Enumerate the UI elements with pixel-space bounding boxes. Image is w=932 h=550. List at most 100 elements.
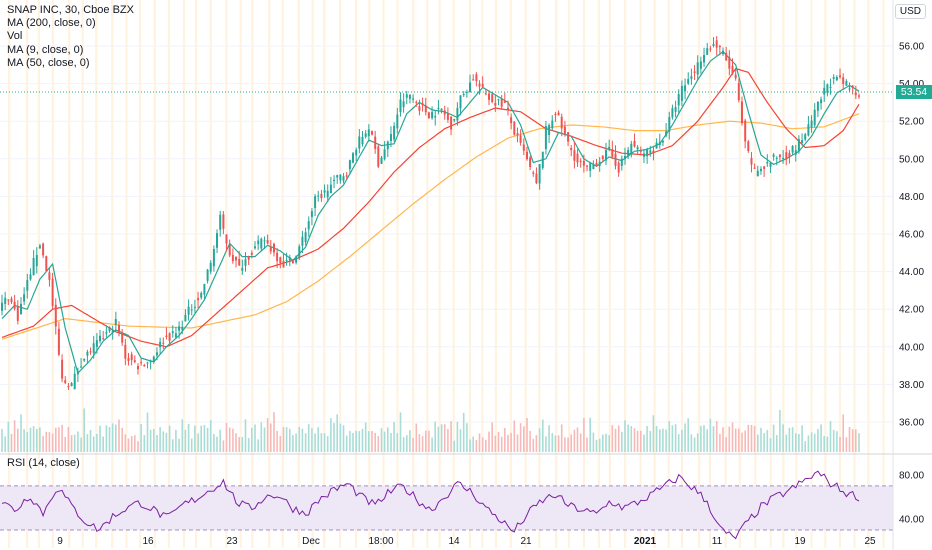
candle-body xyxy=(459,95,462,109)
candle-body xyxy=(348,160,351,170)
volume-bar xyxy=(848,427,851,452)
session-stripe xyxy=(708,0,712,548)
candle-body xyxy=(162,342,165,344)
volume-bar xyxy=(418,434,421,452)
candle-body xyxy=(16,306,19,321)
candle-body xyxy=(374,136,377,149)
candle-body xyxy=(544,126,547,150)
volume-bar xyxy=(235,433,237,452)
legend-ma200[interactable]: MA (200, close, 0) xyxy=(7,17,96,30)
session-stripe xyxy=(738,0,741,548)
candle-body xyxy=(617,162,620,173)
candle-body xyxy=(352,153,354,163)
volume-bar xyxy=(428,430,430,452)
session-stripe xyxy=(698,0,701,548)
candle-body xyxy=(772,154,775,157)
candle-body xyxy=(260,238,263,249)
candle-body xyxy=(722,50,724,55)
candle-body xyxy=(45,256,48,271)
candle-body xyxy=(813,109,816,126)
candle-body xyxy=(734,74,737,79)
volume-bar xyxy=(564,437,566,452)
volume-bar xyxy=(595,439,598,452)
volume-bar xyxy=(662,428,664,452)
volume-bar xyxy=(10,433,13,452)
legend-ma50[interactable]: MA (50, close, 0) xyxy=(7,56,90,69)
session-stripe xyxy=(597,0,600,548)
price-tick-label: 36.00 xyxy=(899,418,924,429)
volume-bar xyxy=(4,436,6,452)
time-tick-label: 25 xyxy=(864,536,876,547)
session-stripe xyxy=(396,0,399,548)
candle-body xyxy=(159,341,162,348)
price-tick-label: 52.00 xyxy=(899,117,924,128)
volume-bar xyxy=(785,434,788,452)
legend-volume[interactable]: Vol xyxy=(7,30,23,43)
volume-bar xyxy=(425,430,427,452)
session-stripe xyxy=(538,0,541,548)
currency-button[interactable]: USD xyxy=(894,4,926,19)
volume-bar xyxy=(858,433,860,452)
ma50-path xyxy=(1,67,860,348)
candle-body xyxy=(203,284,206,295)
volume-bar xyxy=(510,432,512,452)
candle-body xyxy=(481,83,484,87)
candle-body xyxy=(285,260,288,262)
candle-body xyxy=(320,193,323,199)
volume-bar xyxy=(99,425,101,452)
candle-body xyxy=(484,93,487,95)
candle-body xyxy=(291,260,294,264)
candle-body xyxy=(848,88,851,90)
candle-body xyxy=(775,157,778,159)
volume-bar xyxy=(330,418,332,452)
volume-bar xyxy=(538,428,541,452)
volume-bar xyxy=(504,428,506,452)
candle-body xyxy=(652,150,655,153)
volume-bar xyxy=(655,426,658,452)
candle-body xyxy=(582,160,585,166)
volume-bar xyxy=(402,437,405,452)
volume-bar xyxy=(738,428,740,452)
session-stripe xyxy=(653,0,656,548)
volume-bar xyxy=(314,433,316,452)
volume-bar xyxy=(368,431,370,452)
volume-bar xyxy=(32,426,35,452)
session-stripe xyxy=(867,0,870,548)
price-tick-label: 42.00 xyxy=(899,305,924,316)
candle-body xyxy=(257,240,260,245)
volume-bar xyxy=(254,424,256,452)
candle-body xyxy=(601,155,604,160)
candle-body xyxy=(38,245,41,249)
volume-bar xyxy=(339,423,342,452)
volume-bar xyxy=(728,426,731,452)
volume-bar xyxy=(757,434,759,452)
volume-bar xyxy=(70,435,73,452)
volume-bar xyxy=(134,435,136,452)
candle-body xyxy=(206,269,209,281)
volume-bar xyxy=(118,419,120,452)
candle-body xyxy=(367,129,370,137)
volume-bar xyxy=(257,439,259,452)
volume-bar xyxy=(73,434,76,452)
volume-bar xyxy=(709,418,712,452)
candle-body xyxy=(402,101,405,108)
price-axis: 56.00 54.00 52.00 50.00 48.00 46.00 44.00 42.00… xyxy=(899,42,924,429)
rsi-legend[interactable]: RSI (14, close) xyxy=(7,457,80,469)
volume-bar xyxy=(466,423,468,452)
ma200-line xyxy=(1,113,860,340)
candle-body xyxy=(212,249,215,267)
volume-bar xyxy=(456,421,459,452)
volume-bar xyxy=(216,436,218,452)
legend-ma9[interactable]: MA (9, close, 0) xyxy=(7,43,84,56)
candle-body xyxy=(519,135,522,143)
volume-bar xyxy=(836,431,838,452)
candle-body xyxy=(633,141,636,147)
volume-bar xyxy=(526,418,528,452)
volume-bar xyxy=(462,412,465,452)
candle-body xyxy=(839,75,841,78)
candle-body xyxy=(832,77,835,79)
candle-body xyxy=(412,98,415,100)
volume-bar xyxy=(178,438,180,452)
time-tick-label: 16 xyxy=(142,536,154,547)
